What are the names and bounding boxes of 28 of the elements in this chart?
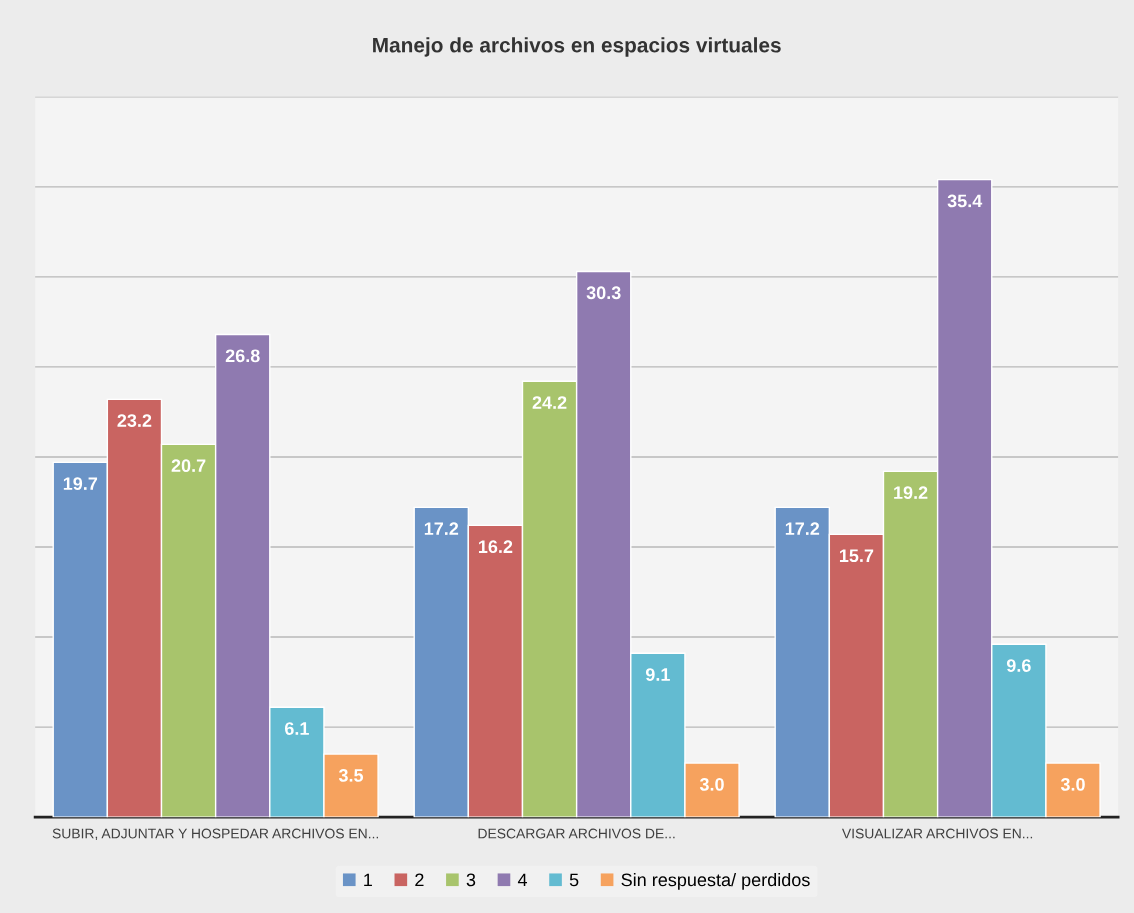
legend-label: 2 — [415, 873, 424, 887]
data-label: 3.5 — [338, 768, 364, 782]
data-label: 26.8 — [225, 349, 260, 363]
data-label: 17.2 — [785, 522, 820, 535]
data-label: 24.2 — [532, 396, 567, 409]
chart-title: Manejo de archivos en espacios virtuales — [373, 37, 781, 57]
data-label: 35.4 — [947, 194, 983, 208]
legend-label: 1 — [364, 873, 372, 887]
legend-label: 3 — [466, 873, 476, 887]
data-label: 19.7 — [63, 477, 98, 491]
data-label: 30.3 — [586, 286, 621, 300]
data-label: 6.1 — [284, 722, 309, 735]
x-tick-label: DESCARGAR ARCHIVOS DE... — [478, 828, 675, 839]
data-label: 17.2 — [424, 522, 459, 535]
data-label: 3.0 — [1060, 777, 1085, 791]
data-label: 9.1 — [645, 668, 670, 681]
legend-label: Sin respuesta/ perdidos — [621, 873, 810, 890]
x-tick-label: VISUALIZAR ARCHIVOS EN... — [841, 828, 1033, 839]
legend-label: 4 — [517, 873, 528, 887]
data-label: 15.7 — [839, 549, 874, 563]
data-label: 20.7 — [171, 459, 206, 473]
data-label: 23.2 — [117, 414, 152, 428]
data-label: 3.0 — [699, 777, 724, 791]
data-label: 19.2 — [894, 486, 928, 500]
x-tick-label: SUBIR, ADJUNTAR Y HOSPEDAR ARCHIVOS EN... — [52, 828, 379, 841]
legend-label: 5 — [569, 873, 579, 887]
data-label: 9.6 — [1006, 659, 1031, 672]
data-label: 16.2 — [478, 540, 513, 554]
